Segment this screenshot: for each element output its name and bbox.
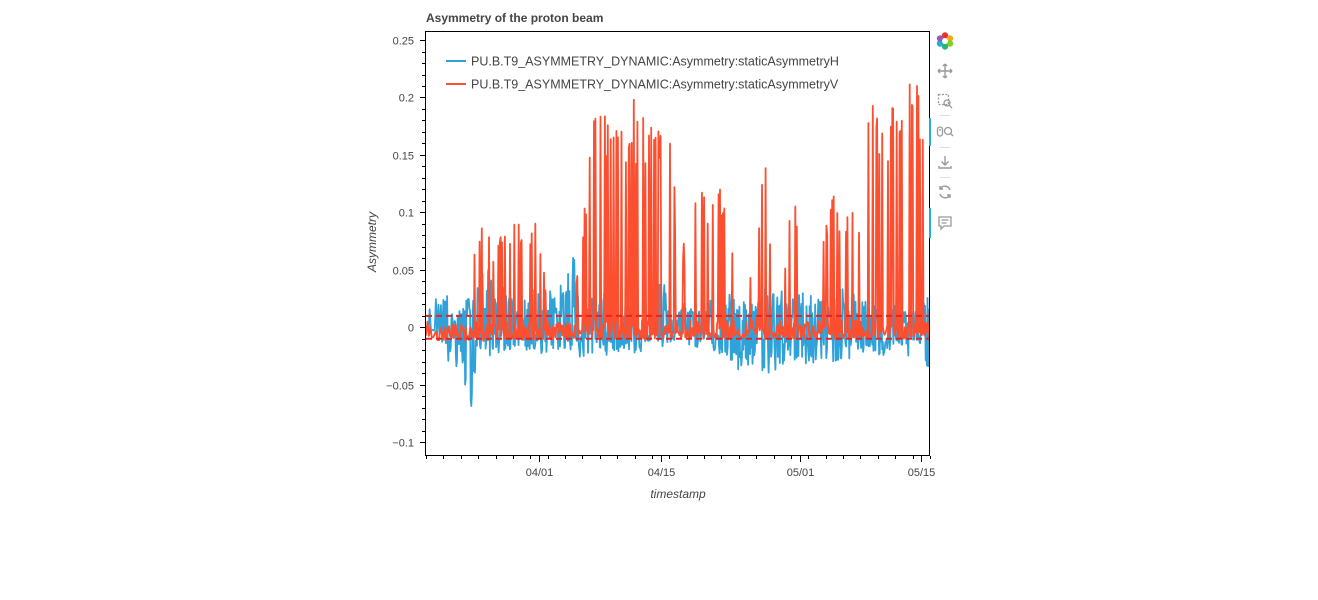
y-tick-label: −0.1 bbox=[392, 438, 414, 450]
y-tick-label: 0.05 bbox=[393, 266, 414, 278]
x-axis: 04/01 04/15 05/01 05/15 bbox=[426, 456, 936, 479]
y-tick-label: −0.05 bbox=[386, 381, 414, 393]
toolbar bbox=[929, 30, 958, 240]
legend-item-label: PU.B.T9_ASYMMETRY_DYNAMIC:Asymmetry:stat… bbox=[471, 78, 839, 92]
reset-icon[interactable] bbox=[934, 181, 956, 203]
wheel-zoom-active-indicator bbox=[929, 118, 931, 146]
y-tick-label: 0.2 bbox=[399, 93, 414, 105]
y-tick-label: 0 bbox=[408, 323, 414, 335]
bokeh-logo-icon[interactable] bbox=[934, 30, 956, 52]
x-tick-label: 05/01 bbox=[787, 467, 815, 479]
box-zoom-icon[interactable] bbox=[934, 90, 956, 112]
y-tick-label: 0.15 bbox=[393, 151, 414, 163]
save-icon[interactable] bbox=[934, 151, 956, 173]
hover-active-indicator bbox=[929, 208, 931, 238]
x-tick-label: 04/01 bbox=[526, 467, 554, 479]
legend: PU.B.T9_ASYMMETRY_DYNAMIC:Asymmetry:stat… bbox=[446, 55, 839, 92]
x-tick-label: 05/15 bbox=[908, 467, 936, 479]
y-axis: 0.25 0.2 0.15 0.1 0.05 0 −0.05 −0.1 bbox=[386, 32, 426, 456]
wheel-zoom-icon[interactable] bbox=[934, 121, 956, 143]
x-axis-label: timestamp bbox=[650, 487, 706, 501]
y-tick-label: 0.25 bbox=[393, 36, 414, 48]
y-tick-label: 0.1 bbox=[399, 208, 414, 220]
legend-item-label: PU.B.T9_ASYMMETRY_DYNAMIC:Asymmetry:stat… bbox=[471, 55, 839, 69]
hover-icon[interactable] bbox=[934, 212, 956, 234]
chart-title: Asymmetry of the proton beam bbox=[426, 11, 604, 25]
x-tick-label: 04/15 bbox=[648, 467, 676, 479]
pan-icon[interactable] bbox=[934, 60, 956, 82]
